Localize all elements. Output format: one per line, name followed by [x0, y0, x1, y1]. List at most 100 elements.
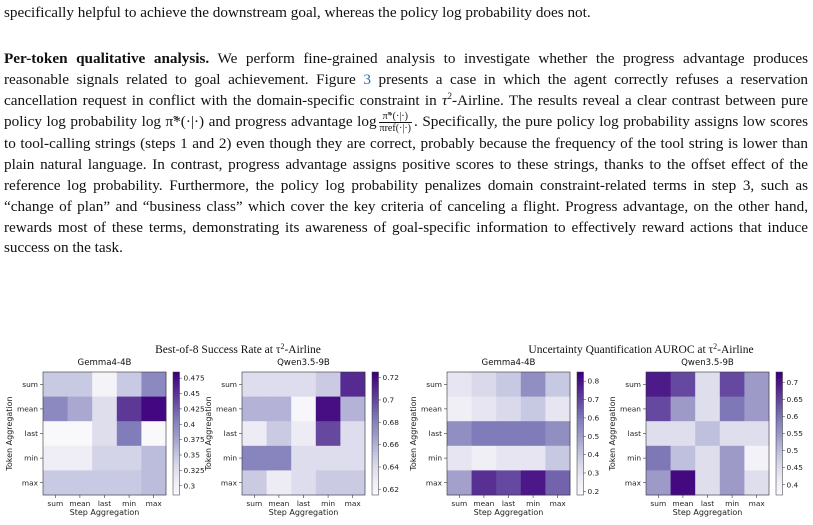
- heatmap-cell: [266, 470, 292, 496]
- colorbar-segment: [372, 421, 379, 425]
- heatmap-cell: [340, 372, 366, 397]
- heatmap-cell: [471, 396, 497, 422]
- colorbar-segment: [776, 381, 783, 385]
- colorbar-segment: [776, 378, 783, 382]
- x-tick-label: mean: [672, 499, 693, 508]
- heatmap-cell: [242, 445, 267, 471]
- colorbar-segment: [173, 467, 180, 471]
- heatmap-cell: [116, 372, 142, 397]
- heatmap-cell: [744, 470, 770, 496]
- heatmap-cell: [291, 372, 317, 397]
- heatmap-title: Gemma4-4B: [78, 358, 132, 368]
- colorbar-tick-label: 0.7: [787, 378, 799, 387]
- paragraph-previous-tail: specifically helpful to achieve the down…: [4, 3, 808, 24]
- colorbar-segment: [372, 445, 379, 450]
- colorbar-segment: [372, 424, 379, 428]
- colorbar-segment: [173, 372, 180, 376]
- colorbar-segment: [372, 378, 379, 382]
- heatmap-cell: [92, 421, 118, 447]
- heatmap-cell: [545, 421, 571, 447]
- heatmap-cell: [520, 421, 546, 447]
- colorbar-tick-label: 0.5: [787, 446, 799, 455]
- x-tick-label: last: [98, 499, 111, 508]
- heatmap-cell: [43, 396, 68, 422]
- colorbar-segment: [577, 375, 584, 379]
- colorbar-segment: [776, 479, 783, 484]
- heatmap-cell: [242, 396, 267, 422]
- colorbar-segment: [173, 421, 180, 425]
- tau-symbol: τ2: [442, 90, 452, 109]
- colorbar-segment: [776, 458, 783, 462]
- x-tick-label: max: [550, 499, 567, 508]
- colorbar-segment: [173, 473, 180, 478]
- colorbar-segment: [776, 430, 783, 434]
- colorbar-segment: [776, 424, 783, 428]
- heatmap-cell: [43, 421, 68, 447]
- colorbar-segment: [577, 421, 584, 425]
- y-tick-label: last: [224, 429, 237, 438]
- heatmap-cell: [520, 445, 546, 471]
- colorbar-segment: [372, 439, 379, 444]
- colorbar-segment: [173, 479, 180, 484]
- colorbar-segment: [173, 464, 180, 468]
- colorbar-segment: [173, 436, 180, 441]
- heatmap-cell: [141, 396, 167, 422]
- colorbar-segment: [776, 402, 783, 407]
- colorbar-segment: [577, 491, 584, 496]
- colorbar-segment: [577, 411, 584, 416]
- policy-log-prob-expression: log π̃*(·|·): [141, 113, 205, 131]
- colorbar-segment: [173, 445, 180, 450]
- colorbar-segment: [372, 455, 379, 459]
- heatmap-cell: [315, 445, 341, 471]
- heatmap-cell: [496, 396, 522, 422]
- colorbar-segment: [776, 372, 783, 376]
- colorbar-segment: [577, 424, 584, 428]
- colorbar-segment: [173, 439, 180, 444]
- advantage-log-text: log: [357, 113, 377, 131]
- colorbar-segment: [577, 408, 584, 413]
- colorbar-segment: [577, 415, 584, 419]
- heatmap-cell: [695, 470, 721, 496]
- heatmap-cell: [266, 445, 292, 471]
- colorbar-segment: [173, 418, 180, 422]
- advantage-denominator: πref(·|·): [379, 123, 412, 135]
- heatmap-cell: [92, 445, 118, 471]
- heatmap-cell: [646, 396, 671, 422]
- heatmap-cell: [315, 372, 341, 397]
- colorbar-segment: [776, 451, 783, 456]
- colorbar-segment: [776, 485, 783, 490]
- colorbar-segment: [776, 393, 783, 398]
- heatmap-cell: [43, 470, 68, 496]
- paragraph-tail-text: specifically helpful to achieve the down…: [4, 4, 591, 21]
- colorbar-tick-label: 0.4: [588, 450, 600, 459]
- heatmap-cell: [340, 445, 366, 471]
- colorbar-segment: [173, 442, 180, 447]
- colorbar-segment: [372, 411, 379, 416]
- colorbar-tick-label: 0.3: [588, 468, 600, 477]
- colorbar-segment: [577, 488, 584, 493]
- x-tick-label: last: [502, 499, 515, 508]
- x-tick-label: mean: [473, 499, 494, 508]
- x-tick-label: max: [749, 499, 766, 508]
- y-tick-label: min: [24, 454, 38, 463]
- colorbar-segment: [372, 405, 379, 410]
- colorbar-tick-label: 0.3: [184, 481, 196, 490]
- colorbar-tick-label: 0.8: [588, 377, 600, 386]
- figure-reference-link[interactable]: 3: [363, 70, 371, 88]
- colorbar-segment: [776, 411, 783, 416]
- colorbar-segment: [173, 470, 180, 474]
- y-tick-label: max: [625, 478, 642, 487]
- colorbar-segment: [776, 442, 783, 447]
- colorbar-segment: [372, 491, 379, 496]
- heatmap-cell: [496, 372, 522, 397]
- colorbar-tick-label: 0.45: [787, 463, 804, 472]
- colorbar-segment: [372, 476, 379, 481]
- heatmap-cell: [496, 421, 522, 447]
- sentence-3: . Specifically, the pure policy log prob…: [4, 113, 809, 257]
- colorbar-segment: [776, 455, 783, 459]
- heatmap-cell: [744, 396, 770, 422]
- colorbar-frame: [576, 371, 584, 496]
- colorbar-segment: [173, 399, 180, 404]
- colorbar-segment: [372, 418, 379, 422]
